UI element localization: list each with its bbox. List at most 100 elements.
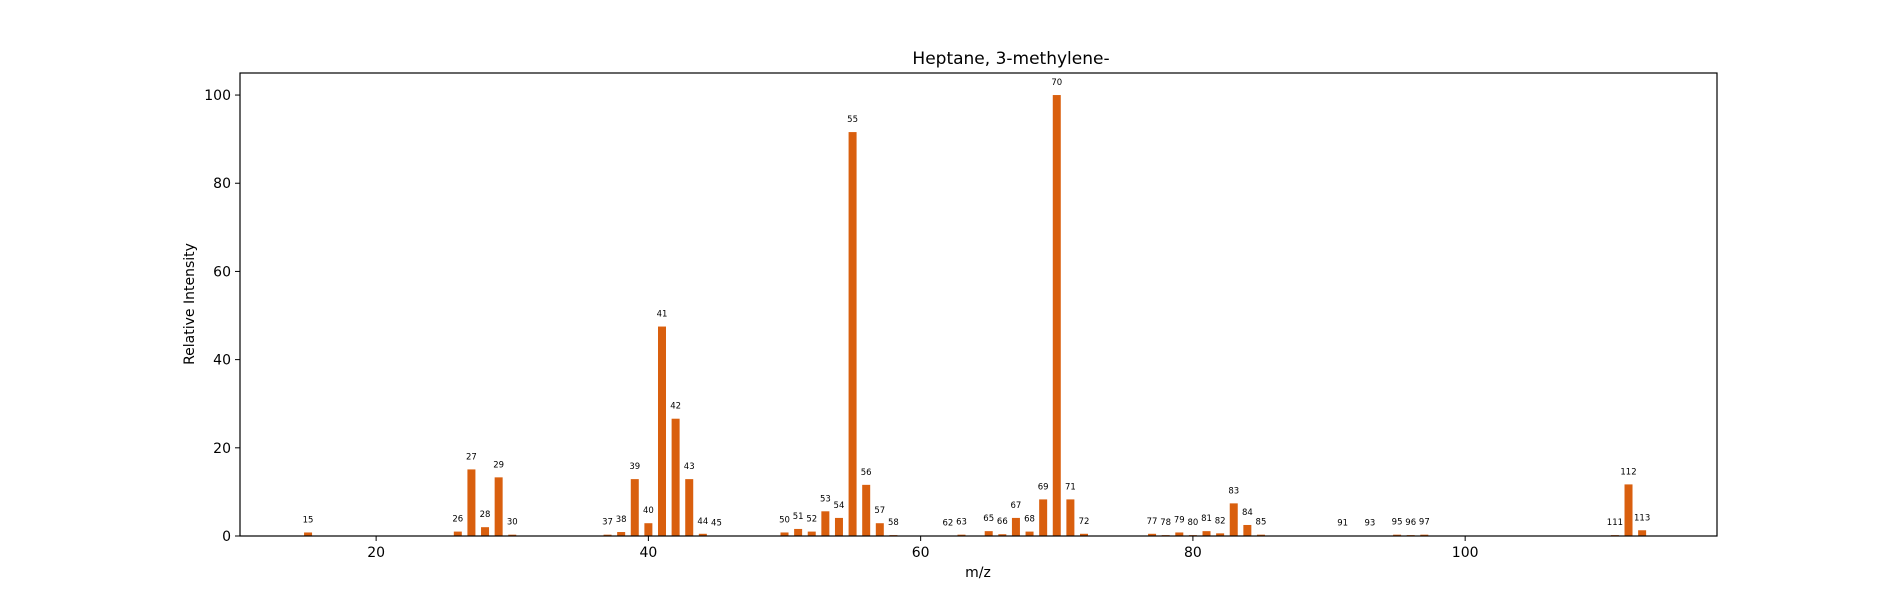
peak-label-mz-72: 72 (1079, 517, 1090, 527)
bar-mz-79 (1175, 532, 1184, 536)
plot-frame (239, 72, 1718, 537)
y-axis: 0 20 40 60 80 100 (204, 88, 240, 545)
peak-label-mz-79: 79 (1174, 515, 1185, 525)
bar-mz-37 (603, 534, 612, 536)
peak-label-mz-80: 80 (1187, 518, 1198, 528)
bar-mz-70 (1052, 95, 1061, 537)
bar-mz-113 (1638, 530, 1647, 536)
peak-label-mz-26: 26 (452, 515, 463, 525)
bar-mz-112 (1624, 484, 1633, 536)
y-tick-label: 80 (213, 176, 231, 192)
peak-label-mz-40: 40 (643, 506, 654, 516)
peak-label-mz-51: 51 (793, 512, 804, 522)
peak-label-mz-15: 15 (303, 515, 314, 525)
x-tick-label: 40 (639, 545, 657, 561)
peak-label-mz-78: 78 (1160, 518, 1171, 528)
peak-labels-layer: 15 26 27 28 29 30 37 38 39 40 41 42 43 44 45 50 51 52 5354… (303, 78, 1651, 529)
bar-mz-54 (834, 517, 843, 536)
peak-label-mz-57: 57 (874, 506, 885, 516)
bar-mz-28 (481, 527, 490, 536)
bar-mz-57 (875, 523, 884, 536)
peak-label-mz-38: 38 (616, 515, 627, 525)
peak-label-mz-95: 95 (1392, 518, 1403, 528)
peak-label-mz-30: 30 (507, 518, 518, 528)
peak-label-mz-77: 77 (1147, 517, 1158, 527)
bar-mz-68 (1025, 531, 1034, 536)
bar-mz-65 (984, 531, 993, 536)
peak-label-mz-82: 82 (1215, 516, 1226, 526)
peak-label-mz-43: 43 (684, 462, 695, 472)
bar-mz-50 (780, 532, 789, 536)
bar-mz-51 (794, 528, 803, 536)
peak-label-mz-93: 93 (1364, 519, 1375, 529)
bar-mz-77 (1148, 533, 1157, 536)
y-tick-label: 100 (204, 88, 231, 104)
bar-mz-72 (1080, 533, 1088, 536)
bar-mz-82 (1216, 533, 1225, 536)
peak-label-mz-56: 56 (861, 468, 872, 478)
bar-mz-97 (1420, 534, 1429, 536)
bar-mz-83 (1229, 503, 1238, 536)
peak-label-mz-28: 28 (480, 510, 491, 520)
peak-label-mz-42: 42 (670, 402, 681, 412)
bar-mz-39 (630, 479, 639, 536)
peak-label-mz-68: 68 (1024, 515, 1035, 525)
peak-label-mz-84: 84 (1242, 508, 1253, 518)
peak-label-mz-41: 41 (657, 310, 668, 320)
peak-label-mz-27: 27 (466, 452, 477, 462)
y-axis-title: Relative Intensity (182, 243, 198, 365)
bar-mz-85 (1256, 534, 1265, 536)
bar-mz-95 (1393, 534, 1402, 536)
peak-label-mz-67: 67 (1011, 501, 1022, 511)
x-tick-label: 80 (1184, 545, 1202, 561)
peak-label-mz-96: 96 (1405, 518, 1416, 528)
peak-label-mz-111: 111 (1607, 518, 1623, 528)
peak-label-mz-44: 44 (697, 517, 708, 527)
peak-label-mz-83: 83 (1228, 486, 1239, 496)
x-axis-title: m/z (965, 565, 991, 581)
peak-label-mz-50: 50 (779, 515, 790, 525)
peak-label-mz-55: 55 (847, 115, 858, 125)
bar-mz-29 (494, 477, 503, 536)
peak-label-mz-97: 97 (1419, 518, 1430, 528)
y-tick-label: 60 (213, 264, 231, 280)
peak-label-mz-62: 62 (942, 519, 953, 529)
peak-label-mz-29: 29 (493, 460, 504, 470)
bar-mz-26 (453, 531, 462, 536)
bar-mz-43 (685, 479, 694, 536)
x-tick-label: 20 (367, 545, 385, 561)
bars-layer (304, 95, 1647, 537)
peak-label-mz-81: 81 (1201, 514, 1212, 524)
bar-mz-44 (698, 533, 707, 536)
bar-mz-27 (467, 469, 476, 536)
y-tick-label: 40 (213, 353, 231, 369)
peak-label-mz-91: 91 (1337, 519, 1348, 529)
bar-mz-56 (862, 484, 871, 536)
peak-label-mz-70: 70 (1051, 78, 1062, 88)
peak-label-mz-85: 85 (1256, 518, 1267, 528)
peak-label-mz-71: 71 (1065, 482, 1076, 492)
bar-mz-15 (304, 532, 313, 536)
bar-mz-38 (617, 532, 626, 536)
peak-label-mz-63: 63 (956, 518, 967, 528)
peak-label-mz-65: 65 (983, 514, 994, 524)
bar-mz-42 (671, 418, 680, 536)
peak-label-mz-69: 69 (1038, 482, 1049, 492)
bar-mz-53 (821, 511, 830, 536)
y-tick-label: 20 (213, 441, 231, 457)
y-tick-label: 0 (222, 529, 231, 545)
peak-label-mz-66: 66 (997, 517, 1008, 527)
peak-label-mz-45: 45 (711, 519, 722, 529)
peak-label-mz-52: 52 (806, 515, 817, 525)
bar-mz-52 (807, 531, 816, 536)
peak-label-mz-53: 53 (820, 494, 831, 504)
bar-mz-66 (998, 534, 1007, 536)
bar-mz-55 (848, 132, 857, 536)
bar-mz-30 (508, 534, 517, 536)
peak-label-mz-37: 37 (602, 518, 613, 528)
peak-label-mz-39: 39 (629, 462, 640, 472)
bar-mz-71 (1066, 499, 1075, 536)
peak-label-mz-112: 112 (1620, 467, 1636, 477)
chart-title: Heptane, 3-methylene- (912, 49, 1109, 69)
